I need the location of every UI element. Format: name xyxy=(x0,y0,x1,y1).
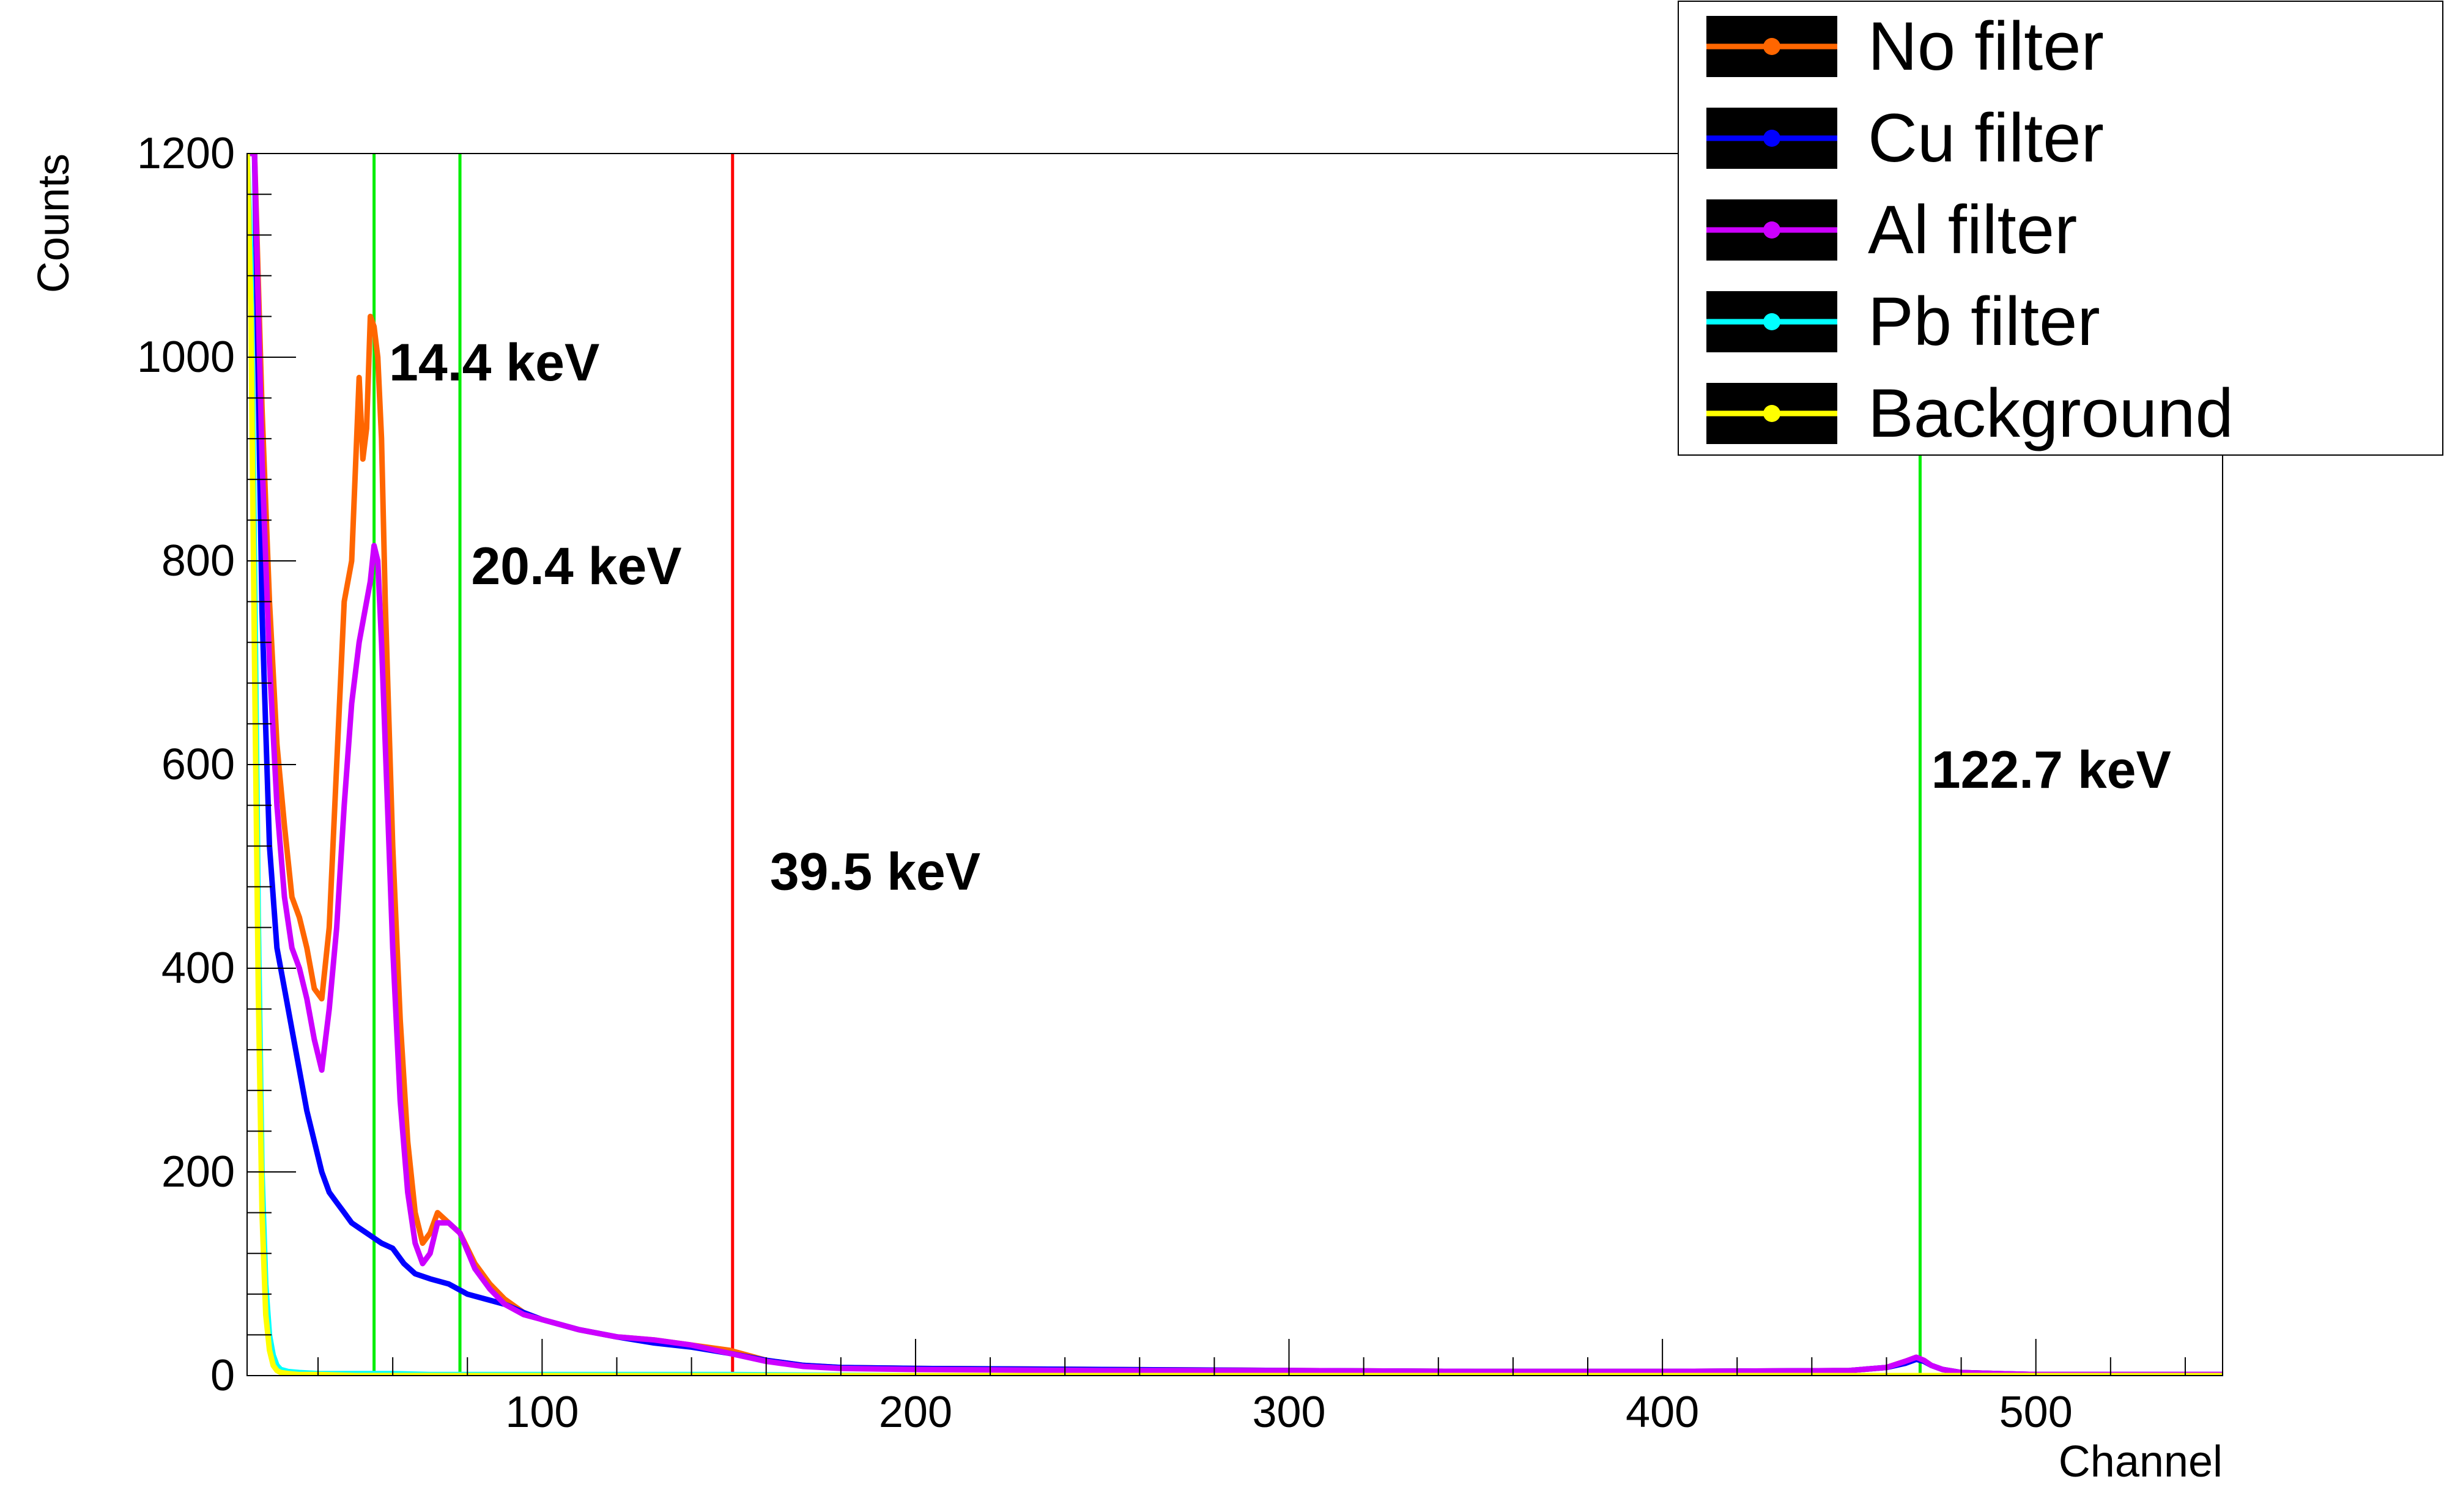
x-tick-label: 500 xyxy=(1999,1388,2073,1437)
legend-marker xyxy=(1763,221,1780,239)
series-group xyxy=(247,154,2223,1376)
peak-annotation: 39.5 keV xyxy=(770,843,980,902)
legend-marker xyxy=(1763,313,1780,330)
legend-label: No filter xyxy=(1868,8,2104,84)
legend-marker xyxy=(1763,38,1780,55)
y-tick-label: 200 xyxy=(161,1147,235,1196)
x-tick-label: 100 xyxy=(505,1388,579,1437)
x-tick-label: 200 xyxy=(879,1388,952,1437)
y-tick-label: 400 xyxy=(161,944,235,993)
legend-label: Al filter xyxy=(1868,191,2077,268)
series-line-al-filter xyxy=(247,154,2223,1376)
x-tick-label: 300 xyxy=(1252,1388,1325,1437)
peak-annotation: 20.4 keV xyxy=(471,537,681,596)
x-axis-label: Channel xyxy=(2059,1437,2223,1486)
legend-label: Background xyxy=(1868,375,2234,451)
x-tick-label: 400 xyxy=(1626,1388,1699,1437)
y-tick-label: 0 xyxy=(210,1351,235,1400)
annotations: 14.4 keV 20.4 keV 39.5 keV 122.7 keV xyxy=(389,333,2171,902)
axes: 0 200 400 600 800 1000 1200 100 200 300 400 500 xyxy=(137,129,2186,1437)
legend-marker xyxy=(1763,130,1780,147)
y-tick-label: 1000 xyxy=(137,333,235,382)
series-line-background xyxy=(247,154,2223,1376)
peak-annotation: 14.4 keV xyxy=(389,333,599,392)
legend: No filter Cu filter Al filter Pb filter Back… xyxy=(1678,1,2443,456)
legend-label: Pb filter xyxy=(1868,283,2100,360)
peak-annotation: 122.7 keV xyxy=(1931,741,2171,799)
y-tick-label: 1200 xyxy=(137,129,235,178)
legend-label: Cu filter xyxy=(1868,100,2104,176)
legend-marker xyxy=(1763,405,1780,422)
y-axis-label: Counts xyxy=(29,154,78,293)
y-tick-label: 800 xyxy=(161,536,235,585)
y-tick-label: 600 xyxy=(161,740,235,789)
